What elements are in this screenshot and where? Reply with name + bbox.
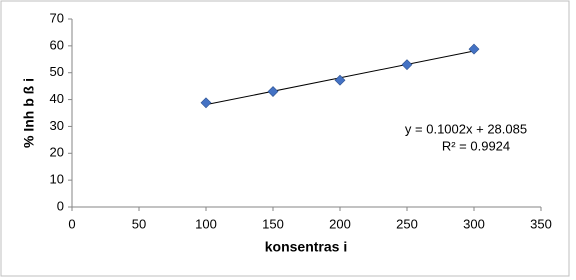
y-tick-label: 30 bbox=[50, 118, 64, 133]
y-axis-title: % Inh b ß i bbox=[21, 78, 37, 148]
y-tick-label: 60 bbox=[50, 37, 64, 52]
marker bbox=[267, 86, 279, 97]
y-tick-label: 0 bbox=[57, 198, 64, 213]
x-tick-label: 250 bbox=[396, 216, 418, 231]
x-tick-label: 300 bbox=[463, 216, 485, 231]
x-tick-label: 0 bbox=[68, 216, 75, 231]
y-tick-label: 20 bbox=[50, 145, 64, 160]
x-tick-label: 350 bbox=[530, 216, 552, 231]
r-squared: R² = 0.9924 bbox=[442, 138, 510, 153]
y-tick-label: 70 bbox=[50, 10, 64, 25]
marker bbox=[401, 59, 413, 71]
x-tick-label: 100 bbox=[195, 216, 217, 231]
y-tick-label: 10 bbox=[50, 172, 64, 187]
marker bbox=[334, 74, 346, 86]
x-axis-title: konsentras i bbox=[265, 239, 347, 255]
y-tick-label: 40 bbox=[50, 91, 64, 106]
y-tick-label: 50 bbox=[50, 64, 64, 79]
x-tick-label: 150 bbox=[262, 216, 284, 231]
x-tick-label: 200 bbox=[329, 216, 351, 231]
marker bbox=[200, 97, 212, 109]
x-tick-label: 50 bbox=[132, 216, 146, 231]
marker bbox=[468, 43, 480, 55]
equation: y = 0.1002x + 28.085 bbox=[405, 121, 527, 136]
